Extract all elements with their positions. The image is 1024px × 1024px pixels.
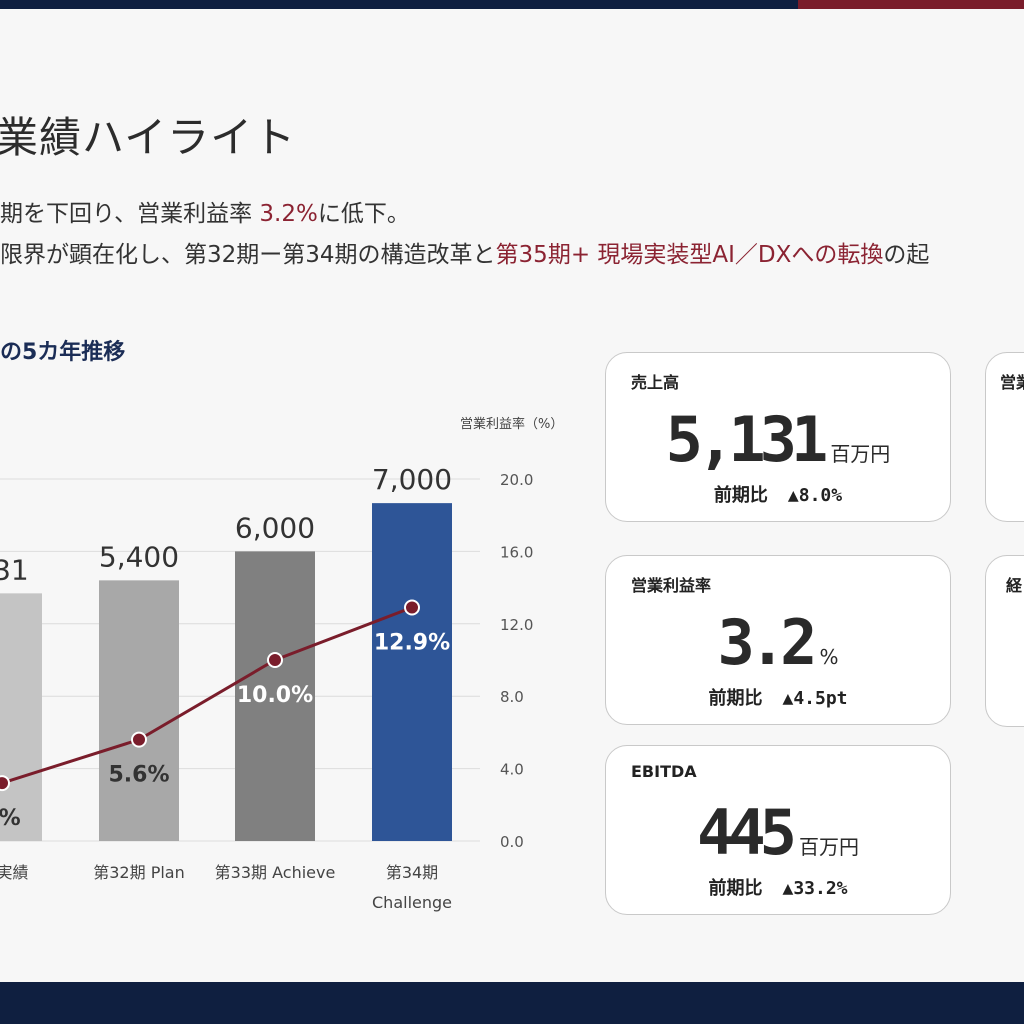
bottom-bar: [0, 982, 1024, 1024]
category-label: 第32期 Plan: [93, 863, 185, 882]
page-title: 業績ハイライト: [0, 113, 297, 162]
kpi-card-partial-2: 経: [985, 555, 1024, 727]
summary-line-2-text: 限界が顕在化し、第32期ー第34期の構造改革と: [0, 242, 496, 268]
y-right-tick-label: 12.0: [500, 616, 533, 634]
y-right-axis-label: 営業利益率（%）: [460, 416, 563, 432]
kpi-card-compare-label: 前期比: [708, 878, 763, 899]
category-label: Challenge: [372, 893, 452, 912]
category-label: 第33期 Achieve: [215, 863, 336, 882]
margin-data-label: 5.6%: [108, 763, 169, 788]
margin-point: [0, 775, 10, 792]
kpi-card-operating-margin: 営業利益率 3.2% 前期比 ▲4.5pt: [605, 555, 951, 725]
summary-line-1-tail: に低下。: [317, 201, 410, 227]
top-bar: [0, 0, 798, 9]
category-label: 第34期: [386, 863, 438, 882]
bar: [372, 503, 452, 841]
kpi-card-change: ▲33.2%: [782, 878, 848, 899]
summary-line-1-accent: 3.2%: [259, 201, 318, 227]
kpi-card-unit: %: [819, 645, 839, 669]
y-right-tick-label: 4.0: [500, 761, 524, 779]
margin-line: [1, 606, 413, 785]
y-right-tick-label: 16.0: [500, 543, 533, 561]
top-bar-accent: [798, 0, 1024, 9]
kpi-card-label: 営業: [1000, 373, 1024, 392]
y-right-tick-label: 0.0: [500, 833, 524, 851]
kpi-card-compare-label: 前期比: [713, 485, 768, 506]
kpi-card-compare: 前期比 ▲4.5pt: [606, 684, 950, 710]
bar-value-label: 7,000: [372, 463, 452, 496]
kpi-card-label: 営業利益率: [631, 576, 712, 595]
margin-point: [404, 599, 420, 616]
kpi-card-label: 売上高: [631, 373, 680, 392]
y-right-tick-label: 20.0: [500, 471, 533, 489]
kpi-card-compare: 前期比 ▲33.2%: [606, 874, 950, 900]
kpi-card-value: 445 百万円: [606, 796, 950, 869]
kpi-card-number: 5,131: [665, 403, 829, 476]
chart-section-title: の5カ年推移: [0, 340, 126, 365]
kpi-card-number: 445: [697, 796, 797, 869]
category-label: 期 実績: [0, 863, 29, 882]
kpi-card-ebitda: EBITDA 445 百万円 前期比 ▲33.2%: [605, 745, 951, 915]
margin-point: [131, 731, 147, 748]
y-right-tick-label: 8.0: [500, 688, 524, 706]
kpi-card-compare-label: 前期比: [708, 688, 763, 709]
bar-value-label: 6,000: [235, 511, 315, 544]
kpi-card-unit: 百万円: [830, 442, 891, 466]
kpi-card-change: ▲4.5pt: [782, 688, 848, 709]
kpi-card-compare: 前期比 ▲8.0%: [606, 481, 950, 507]
kpi-card-value: 5,131 百万円: [606, 403, 950, 476]
summary-line-1-text: 期を下回り、営業利益率: [0, 201, 260, 227]
bar: [235, 551, 315, 841]
margin-data-label: 12.9%: [374, 631, 450, 656]
summary-line-2-tail: の起: [883, 242, 930, 268]
kpi-card-number: 3.2: [717, 606, 818, 679]
bar: [0, 593, 42, 841]
kpi-card-unit: 百万円: [798, 835, 859, 859]
margin-data-label: 10.0%: [237, 683, 313, 708]
bar: [99, 580, 179, 841]
summary-line-2-accent: 第35期+ 現場実装型AI／DXへの転換: [495, 242, 884, 268]
bar-value-label: 131: [0, 553, 29, 586]
kpi-card-revenue: 売上高 5,131 百万円 前期比 ▲8.0%: [605, 352, 951, 522]
margin-point: [267, 652, 283, 668]
kpi-card-partial-1: 営業: [985, 352, 1024, 522]
summary-line-2: 限界が顕在化し、第32期ー第34期の構造改革と第35期+ 現場実装型AI／DXへ…: [0, 235, 929, 269]
summary-line-1: 期を下回り、営業利益率 3.2%に低下。: [0, 194, 410, 228]
kpi-card-label: EBITDA: [631, 762, 697, 781]
margin-data-label: 2%: [0, 806, 21, 831]
kpi-card-change: ▲8.0%: [787, 485, 843, 506]
revenue-margin-chart: 0.0 4.0 8.0 12.0 16.0 20.0 営業利益率（%） 131 期 実績 5,40…: [0, 416, 563, 912]
kpi-card-label: 経: [1006, 576, 1023, 595]
kpi-card-value: 3.2%: [606, 606, 950, 679]
bar-value-label: 5,400: [99, 540, 179, 573]
